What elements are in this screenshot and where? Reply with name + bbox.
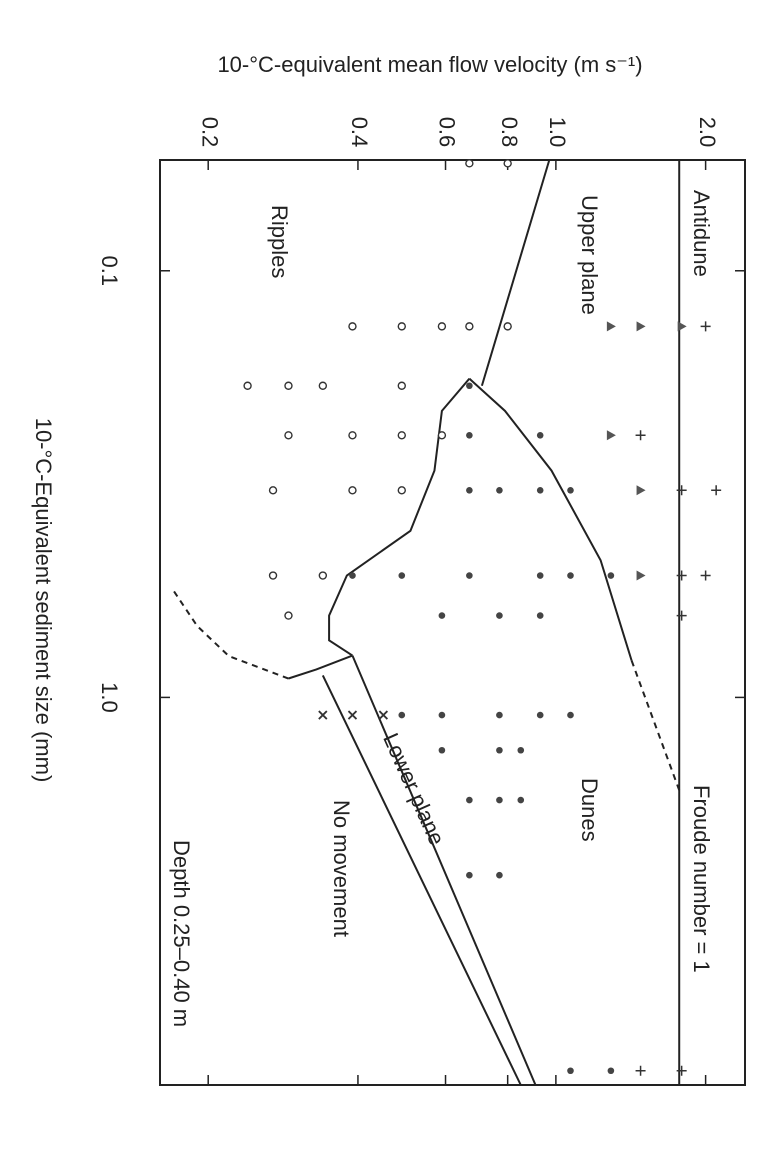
point [465,322,474,331]
boundary-line [172,589,289,680]
point [711,485,722,496]
point [567,572,574,579]
y-tick-label: 0.2 [197,117,222,148]
point [398,572,406,579]
point [466,431,473,439]
boundary-line [328,377,471,657]
point [318,571,328,580]
point [466,871,473,879]
point [438,711,446,719]
point [607,572,615,579]
point [397,322,406,331]
point [536,486,544,494]
point [700,321,711,332]
point [496,612,503,619]
point [496,871,503,879]
point [398,711,406,719]
boundary-line [480,159,551,387]
point [437,431,447,440]
point [536,431,544,439]
point [536,572,544,579]
point [676,610,687,621]
point [496,796,503,804]
point [465,159,474,168]
point [676,485,687,496]
point [268,571,278,580]
point [636,570,646,581]
point [517,746,525,754]
point [348,322,357,331]
region-label: Antidune [689,190,714,277]
point [636,485,646,496]
point [636,321,646,332]
x-axis-title: 10-°C-Equivalent sediment size (mm) [31,418,56,783]
point [268,486,278,495]
point [466,796,473,804]
point [567,1067,574,1075]
point [503,322,512,331]
point [676,570,687,581]
point [243,381,252,390]
point [397,486,406,495]
point [466,486,473,494]
point [438,746,446,754]
chart-title: 10-°C-equivalent mean flow velocity (m s… [217,52,642,77]
point [536,612,544,619]
point [496,486,503,494]
boundary-line [288,654,353,680]
point [466,572,473,579]
point [606,430,616,441]
point [677,321,687,332]
y-tick-label: 0.8 [497,117,522,148]
point [347,710,358,720]
boundary-line [630,660,681,791]
region-label: Ripples [267,205,292,278]
point [606,321,616,332]
point [466,382,473,390]
point [438,612,446,619]
boundary-line [468,377,633,661]
point [318,381,328,390]
point [517,796,525,804]
point [437,322,447,331]
y-tick-label: 1.0 [545,117,570,148]
region-label: Froude number = 1 [689,785,714,973]
boundary-line [351,655,537,1086]
point [318,710,328,720]
region-label: No movement [329,800,354,937]
region-label: Dunes [577,778,602,842]
point [496,746,503,754]
point [567,711,574,719]
x-tick-label: 0.1 [97,255,122,286]
point [284,611,293,620]
point [397,431,406,440]
y-tick-label: 2.0 [695,117,720,148]
region-label: Depth 0.25–0.40 m [169,840,194,1027]
point [503,159,512,168]
point [348,486,357,495]
point [378,710,389,720]
point [607,1067,615,1075]
point [567,486,574,494]
point [284,431,293,440]
boundary-line [321,674,522,1086]
point [284,381,293,390]
point [397,381,406,390]
point [536,711,544,719]
y-tick-label: 0.4 [347,117,372,148]
y-tick-label: 0.6 [435,117,460,148]
point [348,431,357,440]
plot-frame [159,159,746,1086]
point [700,570,711,581]
point [635,430,646,441]
x-tick-label: 1.0 [97,682,122,713]
point [349,572,356,579]
point [496,711,503,719]
point [676,1065,687,1076]
region-label: Upper plane [577,195,602,315]
point [635,1065,646,1076]
region-label: Lower plane [378,729,450,849]
